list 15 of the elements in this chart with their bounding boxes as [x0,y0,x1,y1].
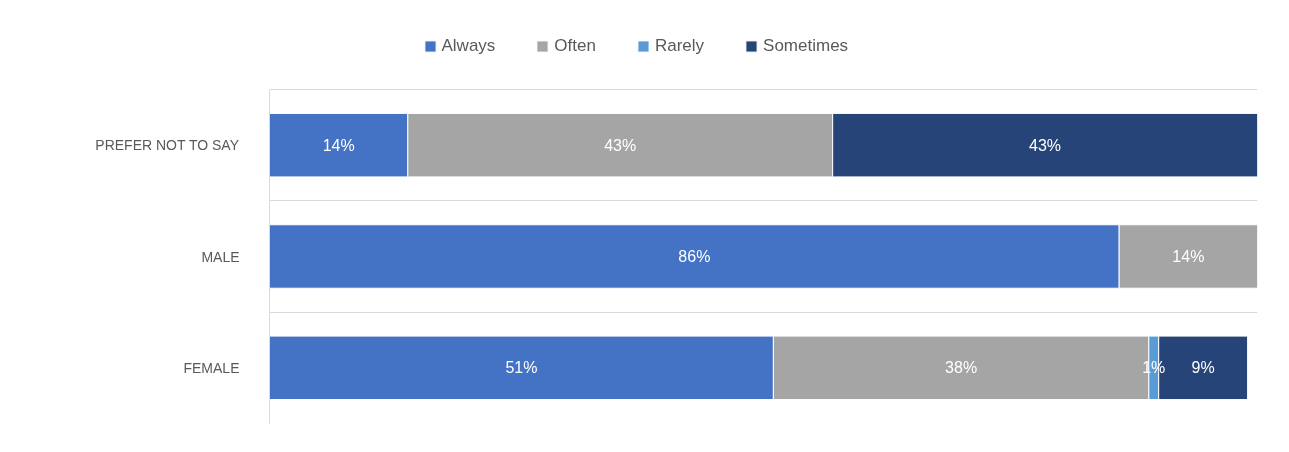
legend-label: Rarely [654,36,705,56]
data-label: 43% [1029,136,1062,154]
y-tick-label: PREFER NOT TO SAY [95,137,240,154]
data-label: 38% [945,359,978,377]
data-label: 51% [505,359,538,377]
y-tick-label: MALE [201,248,240,265]
data-label: 43% [604,136,637,154]
data-label: 86% [678,248,711,265]
legend-label: Often [554,36,596,56]
y-tick-label: FEMALE [183,359,240,376]
legend-label: Always [441,36,496,56]
data-label: 14% [1172,248,1205,265]
legend-label: Sometimes [763,36,849,56]
data-label: 9% [1191,359,1215,377]
data-label: 14% [322,136,355,154]
